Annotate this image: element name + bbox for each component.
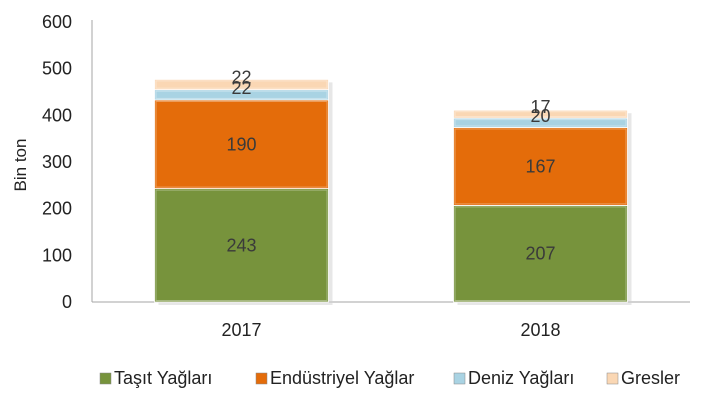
legend-label: Endüstriyel Yağlar xyxy=(270,368,414,388)
legend-label: Taşıt Yağları xyxy=(114,368,212,388)
bar-segment xyxy=(154,79,329,91)
chart-tick-labels: 0 100 200 300 400 500 600 2017 2018 xyxy=(42,12,561,340)
legend-swatch xyxy=(255,372,268,385)
data-label: 20 xyxy=(530,106,550,126)
x-tick-label: 2018 xyxy=(520,320,560,340)
bar-bevel xyxy=(454,128,627,205)
y-tick-label: 300 xyxy=(42,152,72,172)
y-tick-label: 400 xyxy=(42,105,72,125)
y-tick-label: 200 xyxy=(42,199,72,219)
legend-swatch xyxy=(606,372,619,385)
bar-bevel xyxy=(155,100,328,188)
y-tick-label: 600 xyxy=(42,12,72,32)
chart-bars xyxy=(154,79,632,306)
data-label: 167 xyxy=(525,156,555,176)
bar-bevel xyxy=(454,206,627,301)
y-axis-label: Bin ton xyxy=(11,139,30,192)
legend-swatch xyxy=(99,372,112,385)
legend-label: Gresler xyxy=(621,368,680,388)
bar-bevel xyxy=(155,80,328,89)
data-label: 22 xyxy=(231,68,251,88)
chart-legend: Taşıt Yağları Endüstriyel Yağlar Deniz Yağ… xyxy=(99,368,680,388)
bar-bevel xyxy=(155,189,328,302)
data-label: 17 xyxy=(530,97,550,117)
y-tick-label: 100 xyxy=(42,245,72,265)
bar-segment xyxy=(453,204,628,303)
x-tick-label: 2017 xyxy=(221,320,261,340)
bar-segment xyxy=(453,109,628,119)
bar-segment xyxy=(154,188,329,303)
y-tick-label: 500 xyxy=(42,59,72,79)
legend-label: Deniz Yağları xyxy=(468,368,574,388)
bar-segment xyxy=(154,99,329,189)
data-label: 190 xyxy=(226,134,256,154)
data-label: 243 xyxy=(226,235,256,255)
bar-segment xyxy=(453,127,628,206)
legend-swatch xyxy=(453,372,466,385)
data-label: 207 xyxy=(525,244,555,264)
y-tick-label: 0 xyxy=(62,292,72,312)
bar-bevel xyxy=(155,90,328,99)
bar-bevel xyxy=(454,111,627,118)
bar-bevel xyxy=(454,119,627,127)
data-label: 22 xyxy=(231,78,251,98)
